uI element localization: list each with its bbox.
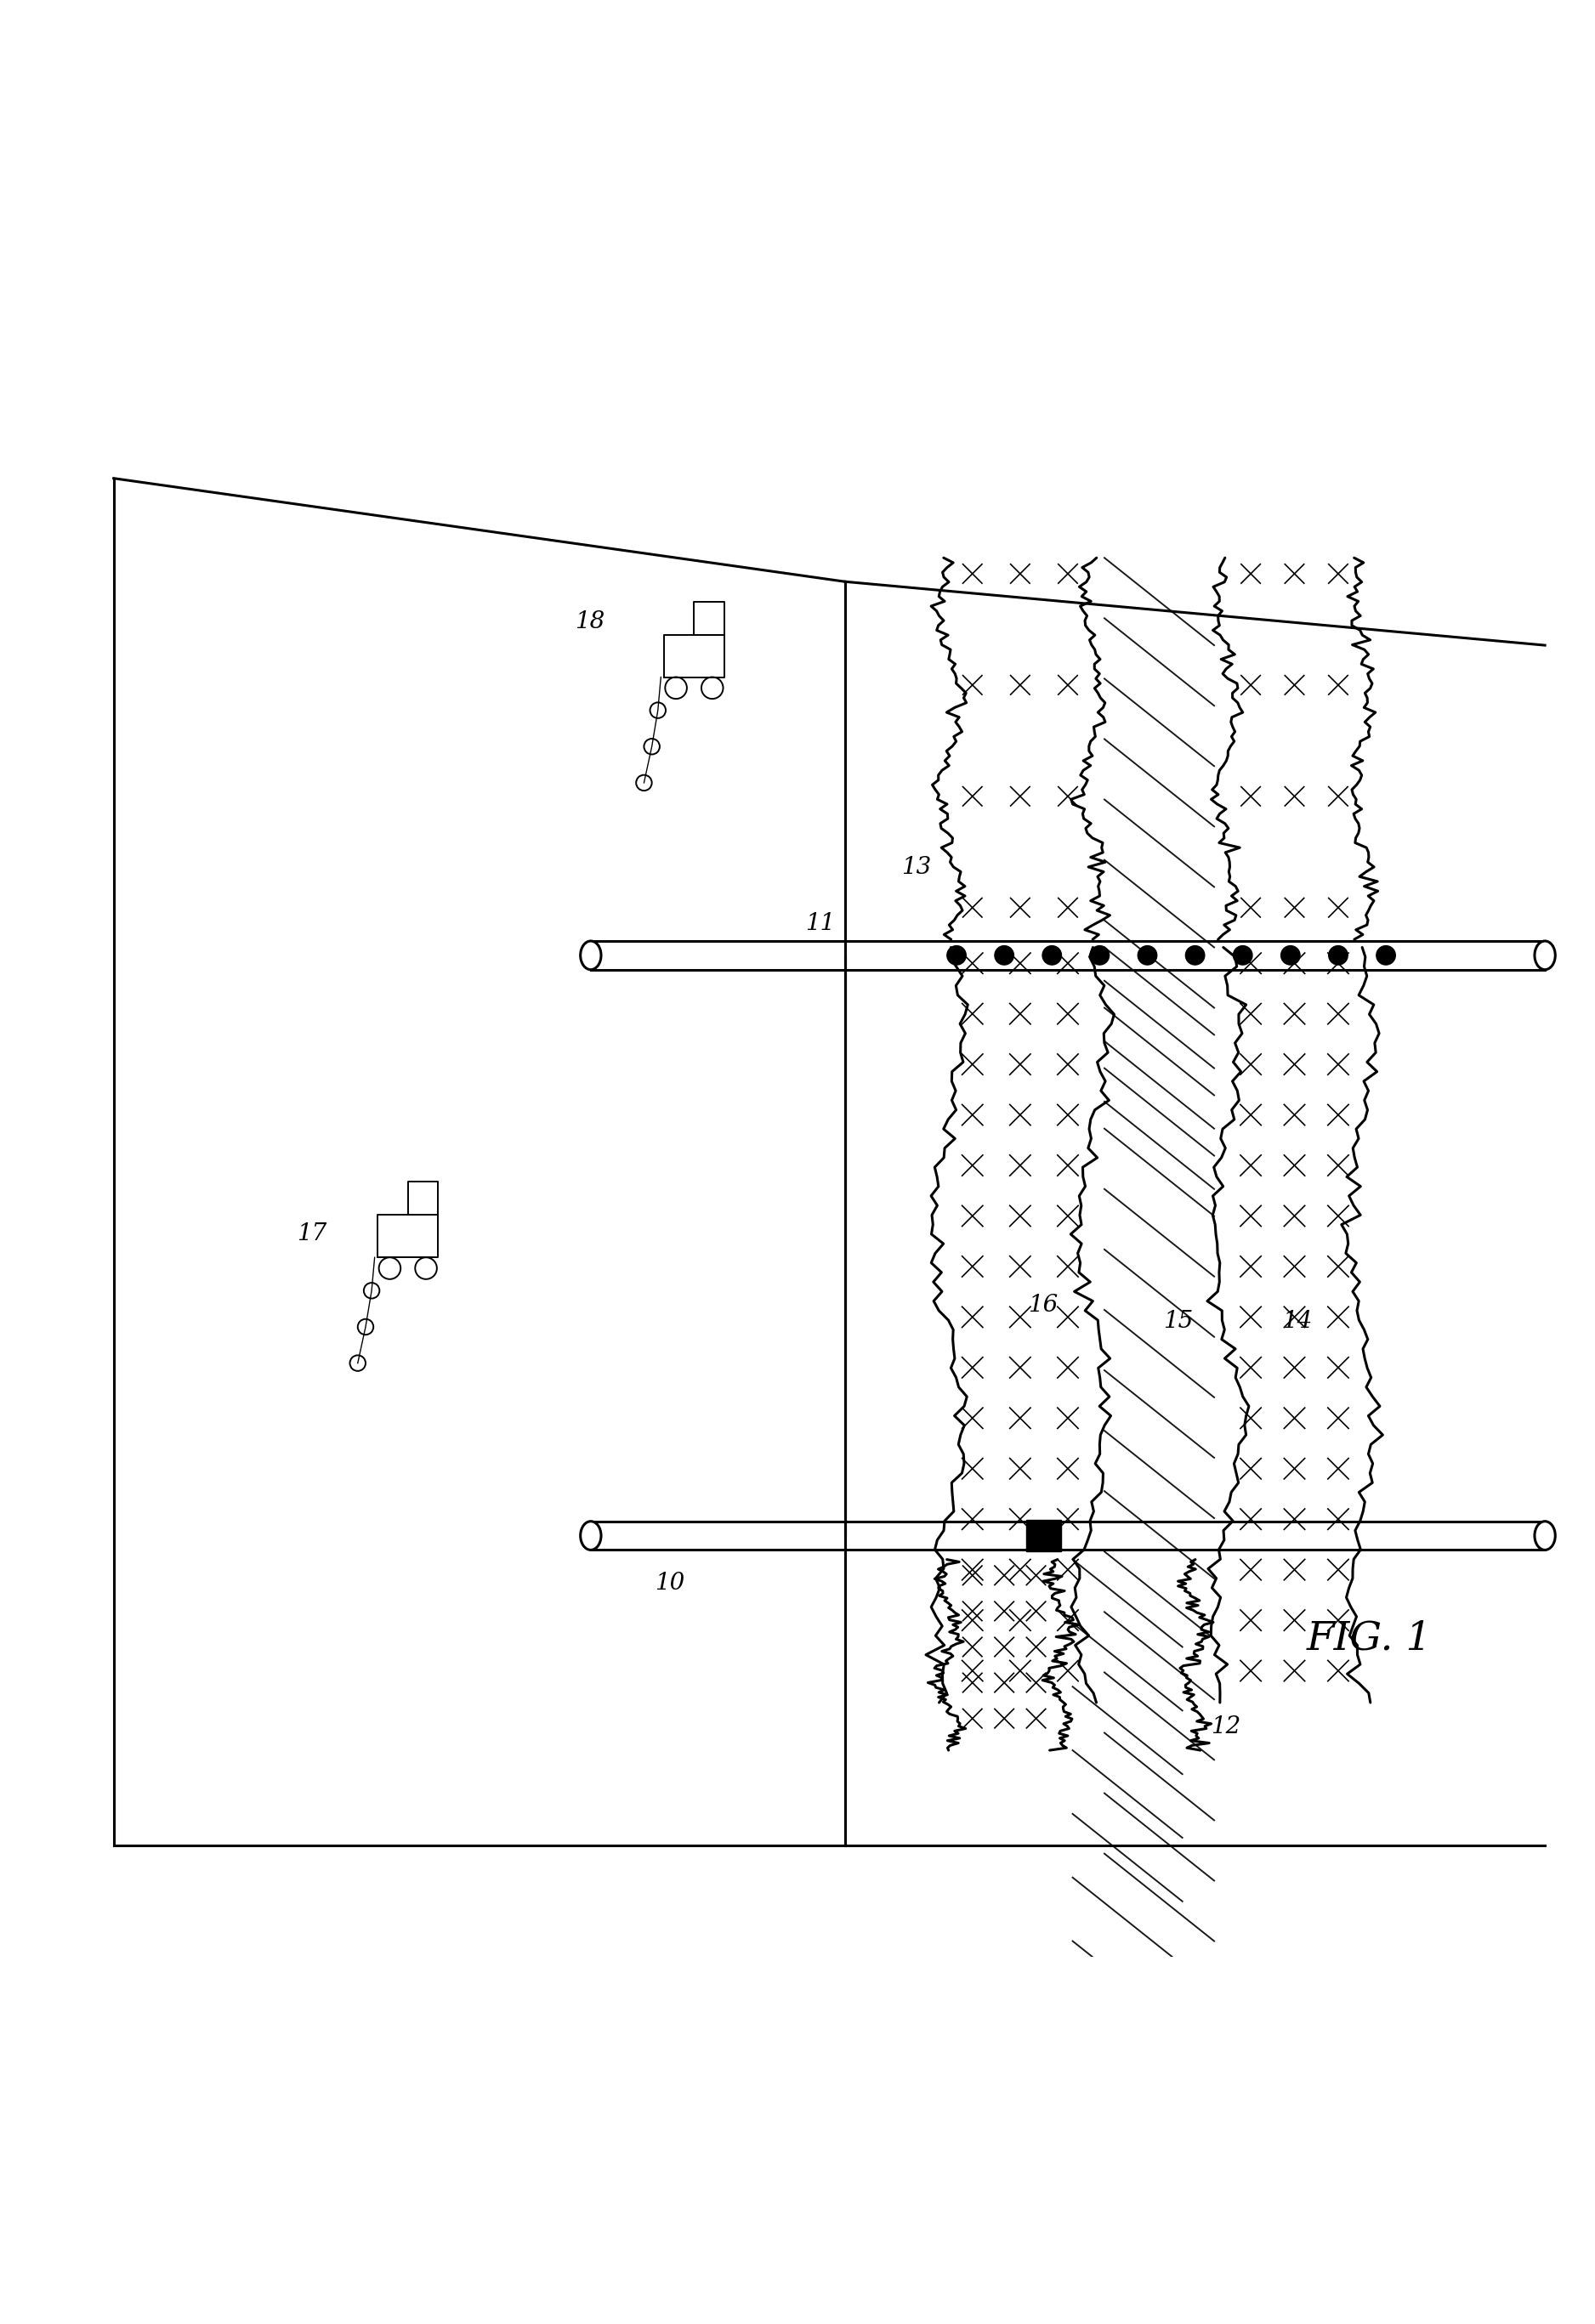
Text: 17: 17	[297, 1222, 327, 1246]
Ellipse shape	[581, 1522, 601, 1550]
Text: 18: 18	[574, 609, 605, 632]
Circle shape	[1233, 946, 1252, 964]
Text: 15: 15	[1163, 1308, 1193, 1332]
Circle shape	[1329, 946, 1348, 964]
Circle shape	[1043, 946, 1062, 964]
Text: 10: 10	[654, 1571, 684, 1594]
Text: 14: 14	[1282, 1308, 1313, 1332]
Circle shape	[1137, 946, 1156, 964]
Circle shape	[995, 946, 1014, 964]
Ellipse shape	[581, 941, 601, 969]
Text: 16: 16	[1029, 1294, 1057, 1318]
Circle shape	[1185, 946, 1204, 964]
Circle shape	[1281, 946, 1300, 964]
Bar	[1027, 1520, 1062, 1552]
Text: 13: 13	[901, 855, 931, 878]
Text: 12: 12	[1211, 1715, 1241, 1738]
Ellipse shape	[1534, 1522, 1555, 1550]
Text: FIG. 1: FIG. 1	[1306, 1620, 1432, 1659]
Circle shape	[1089, 946, 1109, 964]
Circle shape	[1376, 946, 1396, 964]
Circle shape	[947, 946, 967, 964]
Text: 11: 11	[805, 911, 836, 934]
Ellipse shape	[1534, 941, 1555, 969]
